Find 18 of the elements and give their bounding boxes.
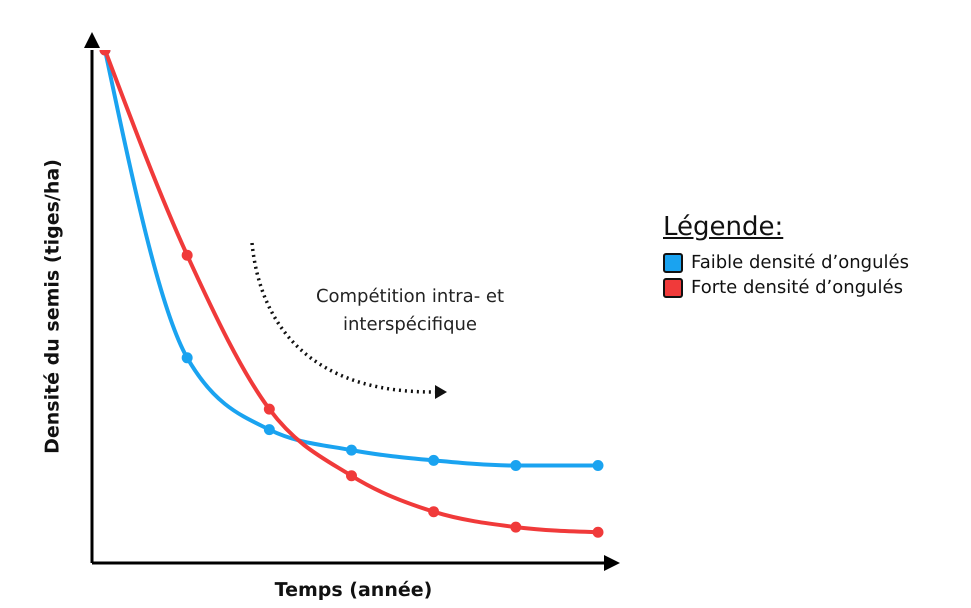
point: [428, 454, 440, 466]
point: [182, 352, 193, 364]
point: [264, 404, 275, 415]
point: [592, 526, 604, 538]
legend-label: Faible densité d’ongulés: [690, 252, 910, 273]
point: [592, 460, 604, 472]
point: [346, 470, 357, 482]
point: [510, 460, 522, 472]
point: [264, 424, 275, 436]
point: [510, 522, 522, 533]
y-axis-title: Densité du semis (tiges/ha): [42, 159, 64, 454]
legend-title: Légende:: [663, 212, 784, 242]
x-axis-title: Temps (année): [274, 579, 432, 601]
legend-label: Forte densité d’ongulés: [690, 277, 904, 298]
annotation: Compétition intra- et interspécifique: [314, 285, 506, 337]
point: [346, 444, 357, 456]
point: [182, 250, 193, 261]
point: [428, 506, 440, 518]
